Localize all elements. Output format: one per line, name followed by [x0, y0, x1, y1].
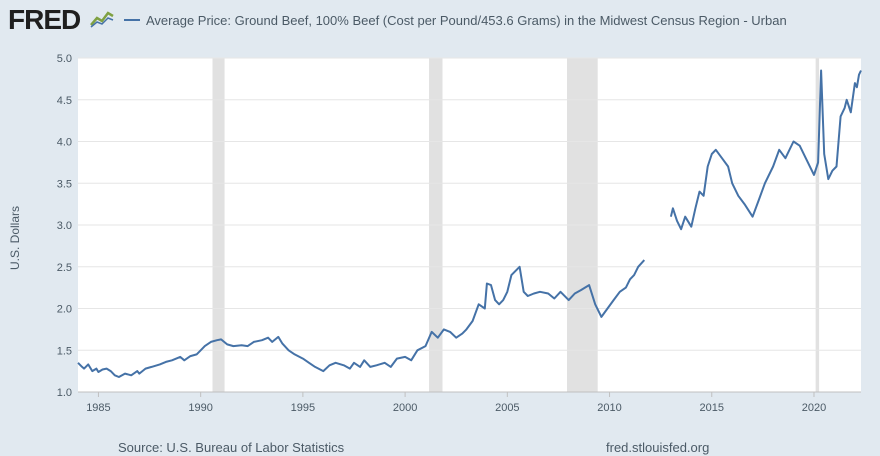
x-tick-label: 1995 [291, 402, 315, 414]
y-tick-label: 4.5 [57, 95, 72, 107]
x-tick-label: 2005 [495, 402, 519, 414]
y-tick-label: 2.0 [57, 304, 72, 316]
series-lines [77, 69, 862, 378]
y-tick-label: 3.5 [57, 178, 72, 190]
y-tick-label: 1.5 [57, 345, 72, 357]
line-chart[interactable]: 1.0 1.5 2.0 2.5 3.0 3.5 4.0 4.5 5.0 1985 1990 1995… [0, 44, 880, 424]
y-tick-label: 3.0 [57, 220, 72, 232]
y-tick-label: 4.0 [57, 137, 72, 149]
legend: Average Price: Ground Beef, 100% Beef (C… [124, 10, 787, 30]
series-line[interactable] [77, 259, 646, 378]
y-tick-label: 5.0 [57, 53, 72, 65]
y-tick-label: 1.0 [57, 387, 72, 399]
x-tick-label: 2020 [802, 402, 826, 414]
legend-swatch [124, 19, 140, 21]
header: FRED Average Price: Ground Beef, 100% Be… [0, 0, 880, 44]
y-tick-label: 2.5 [57, 262, 72, 274]
gridlines [78, 57, 861, 393]
x-tick-label: 2000 [393, 402, 417, 414]
series-line[interactable] [669, 69, 862, 231]
x-tick-label: 2010 [597, 402, 621, 414]
fred-logo[interactable]: FRED [8, 4, 81, 35]
fred-credit-link[interactable]: fred.stlouisfed.org [606, 440, 710, 455]
x-tick-label: 1985 [86, 402, 110, 414]
y-axis: 1.0 1.5 2.0 2.5 3.0 3.5 4.0 4.5 5.0 [57, 53, 72, 399]
source-note: Source: U.S. Bureau of Labor Statistics [118, 440, 345, 455]
line-graph-icon [89, 7, 115, 29]
x-tick-label: 2015 [700, 402, 724, 414]
x-tick-label: 1990 [188, 402, 212, 414]
x-axis: 1985 1990 1995 2000 2005 2010 2015 2020 [78, 391, 861, 414]
legend-series-label[interactable]: Average Price: Ground Beef, 100% Beef (C… [146, 12, 787, 28]
